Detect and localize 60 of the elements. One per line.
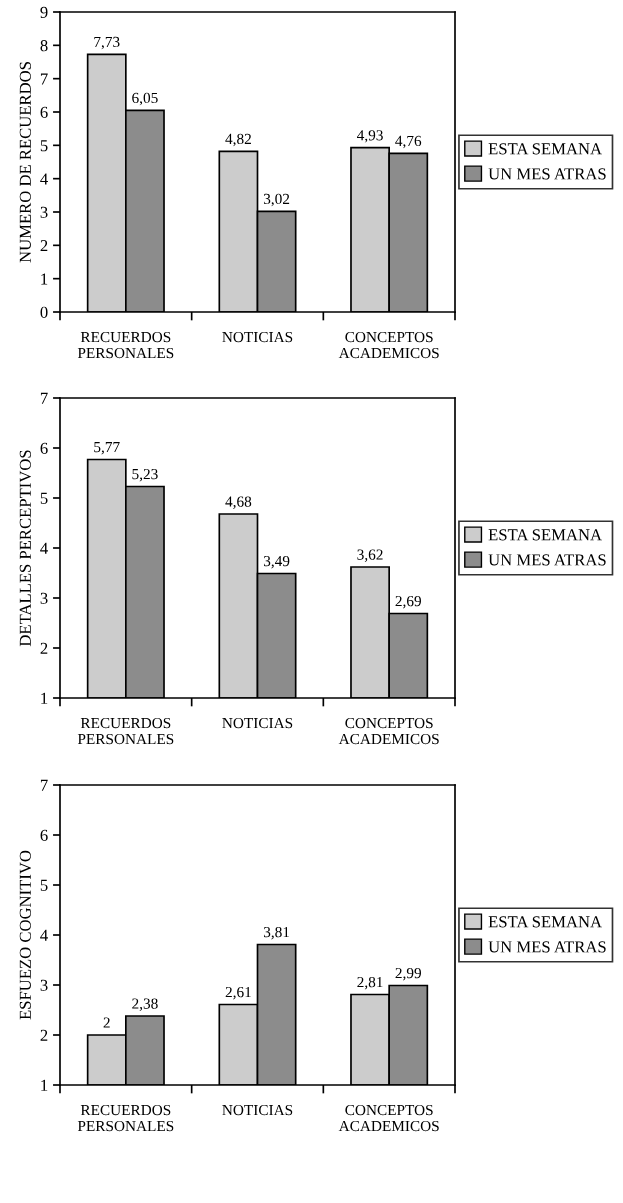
data-label: 2,38 [132, 998, 158, 1011]
x-tick-label: CONCEPTOS ACADEMICOS [338, 717, 439, 745]
data-label: 2 [103, 1017, 110, 1028]
x-tick-label: NOTICIAS [222, 717, 293, 729]
y-tick-label: 9 [40, 6, 48, 18]
data-label: 4,76 [395, 135, 422, 149]
x-tick-label: CONCEPTOS ACADEMICOS [338, 1104, 439, 1132]
legend-label: ESTA SEMANA [488, 529, 602, 541]
y-tick-label: 1 [41, 692, 48, 704]
y-tick-label: 2 [40, 1029, 48, 1041]
y-tick-label: 1 [41, 273, 48, 285]
y-tick-label: 0 [40, 306, 48, 318]
x-tick-label: NOTICIAS [222, 331, 293, 343]
y-tick-label: 1 [41, 1079, 48, 1091]
data-label: 7,73 [94, 36, 120, 50]
data-label: 2,69 [395, 595, 421, 609]
data-label: 6,05 [132, 92, 158, 106]
data-label: 4,82 [225, 133, 251, 147]
legend-label: UN MES ATRAS [488, 554, 606, 566]
y-tick-label: 6 [40, 829, 48, 841]
data-label: 2,99 [395, 967, 421, 981]
y-axis-title: DETALLES PERCEPTIVOS [19, 450, 32, 647]
y-tick-label: 3 [40, 206, 48, 218]
legend-label: ESTA SEMANA [488, 916, 602, 928]
y-tick-label: 8 [40, 40, 48, 52]
data-label: 4,68 [225, 496, 252, 509]
data-label: 3,02 [263, 193, 290, 207]
x-tick-label: NOTICIAS [222, 1104, 293, 1116]
y-tick-label: 3 [40, 592, 48, 604]
y-tick-label: 4 [40, 929, 48, 941]
y-tick-label: 6 [40, 442, 48, 454]
y-tick-label: 5 [40, 492, 48, 504]
data-label: 3,49 [263, 555, 290, 569]
y-tick-label: 7 [40, 392, 48, 404]
data-label: 2,81 [357, 976, 383, 990]
y-tick-label: 2 [40, 240, 48, 252]
y-tick-label: 7 [40, 779, 48, 791]
y-axis-title: ESFUEZO COGNITIVO [19, 850, 32, 1020]
data-label: 3,62 [357, 549, 383, 562]
y-axis-title: NUMERO DE RECUERDOS [19, 62, 31, 263]
y-tick-label: 4 [40, 173, 48, 185]
y-tick-label: 7 [40, 73, 48, 85]
data-label: 4,93 [357, 130, 383, 143]
x-tick-label: RECUERDOS PERSONALES [77, 331, 174, 359]
y-tick-label: 5 [40, 140, 48, 152]
y-tick-label: 3 [40, 979, 48, 991]
x-tick-label: RECUERDOS PERSONALES [77, 717, 174, 745]
legend-label: UN MES ATRAS [488, 941, 606, 953]
data-label: 5,77 [94, 442, 120, 455]
data-label: 5,23 [132, 468, 158, 482]
y-tick-label: 2 [40, 642, 48, 654]
data-label: 2,61 [225, 986, 251, 1000]
legend-label: ESTA SEMANA [488, 143, 602, 155]
data-label: 3,81 [263, 926, 290, 940]
x-tick-label: RECUERDOS PERSONALES [77, 1104, 174, 1132]
legend-label: UN MES ATRAS [488, 168, 606, 180]
y-tick-label: 4 [40, 542, 48, 554]
y-tick-label: 6 [40, 106, 48, 118]
x-tick-label: CONCEPTOS ACADEMICOS [338, 331, 439, 359]
y-tick-label: 5 [40, 879, 48, 891]
